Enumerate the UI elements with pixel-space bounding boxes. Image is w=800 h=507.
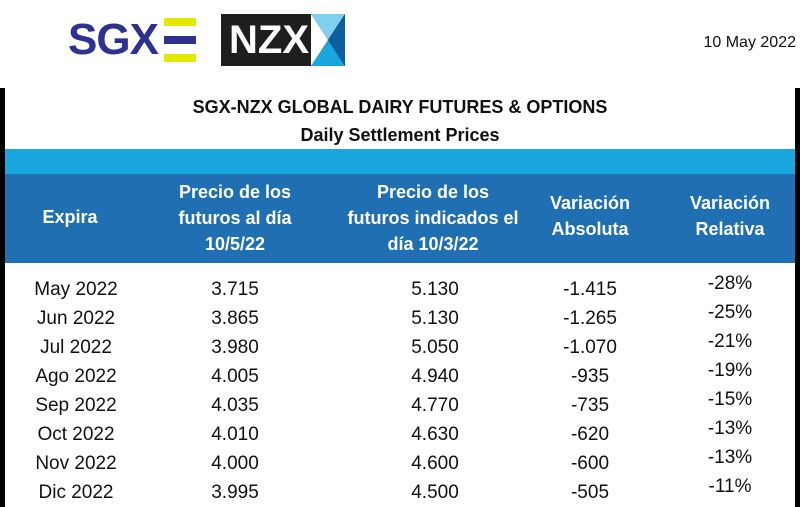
table-title-block: SGX-NZX GLOBAL DAIRY FUTURES & OPTIONS D…: [5, 88, 795, 148]
cell-futuros: 4.005: [211, 366, 259, 387]
column-header-indicados: Precio de los futuros indicados el día 1…: [347, 182, 519, 254]
cell-variacion-relativa: -13%: [707, 447, 753, 468]
table-title: SGX-NZX GLOBAL DAIRY FUTURES & OPTIONS: [192, 97, 608, 117]
cell-expira: Jun 2022: [36, 308, 116, 329]
date-label: 10 May 2022: [703, 34, 796, 51]
cell-indicados: 4.630: [411, 424, 459, 445]
table-body: May 2022 3.715 5.130 -1.415 -28% Jun 202…: [5, 273, 795, 507]
table-row: Oct 2022 4.010 4.630 -620 -13%: [5, 418, 795, 449]
cell-indicados: 4.770: [411, 395, 459, 416]
cell-variacion-relativa: -11%: [708, 476, 752, 497]
cell-variacion-absoluta: -600: [570, 453, 610, 474]
cell-variacion-absoluta: -505: [570, 482, 610, 503]
cell-futuros: 3.865: [211, 308, 259, 329]
table-row: Jun 2022 3.865 5.130 -1.265 -25%: [5, 302, 795, 333]
table-row: Ago 2022 4.005 4.940 -935 -19%: [5, 360, 795, 391]
table-row: Nov 2022 4.000 4.600 -600 -13%: [5, 447, 795, 478]
table-row: May 2022 3.715 5.130 -1.415 -28%: [5, 273, 795, 304]
nzx-logo: NZX: [221, 14, 345, 66]
cell-indicados: 4.500: [411, 482, 459, 503]
cell-futuros: 3.715: [211, 279, 259, 300]
column-header-variacion-relativa: Variación Relativa: [689, 193, 771, 239]
cell-expira: Dic 2022: [38, 482, 114, 503]
cell-expira: May 2022: [34, 279, 118, 300]
cell-indicados: 5.130: [411, 279, 459, 300]
table-row: Jul 2022 3.980 5.050 -1.070 -21%: [5, 331, 795, 362]
cell-variacion-absoluta: -1.070: [563, 337, 617, 358]
table-row: Sep 2022 4.035 4.770 -735 -15%: [5, 389, 795, 420]
table-row: Dic 2022 3.995 4.500 -505 -11%: [5, 476, 795, 507]
column-header-row: Expira Precio de los futuros al día 10/5…: [5, 174, 795, 263]
cell-expira: Jul 2022: [40, 337, 112, 358]
cell-variacion-relativa: -19%: [707, 360, 753, 381]
table-subtitle: Daily Settlement Prices: [300, 125, 500, 145]
sgx-logo: SGX: [68, 14, 196, 66]
column-header-expira: Expira: [42, 207, 98, 227]
sgx-logo-text: SGX: [68, 15, 159, 64]
cell-variacion-absoluta: -1.265: [563, 308, 617, 329]
cell-futuros: 4.010: [211, 424, 259, 445]
sgx-logo-bars-icon: [163, 18, 196, 62]
cell-futuros: 4.000: [211, 453, 259, 474]
cell-variacion-relativa: -25%: [707, 302, 753, 323]
cell-variacion-absoluta: -620: [570, 424, 610, 445]
cell-expira: Oct 2022: [37, 424, 115, 445]
cell-futuros: 3.980: [211, 337, 259, 358]
column-header-variacion-absoluta: Variación Absoluta: [549, 193, 631, 239]
cell-variacion-relativa: -15%: [707, 389, 753, 410]
cell-variacion-relativa: -28%: [707, 273, 753, 294]
cell-futuros: 3.995: [211, 482, 259, 503]
cell-indicados: 5.050: [411, 337, 459, 358]
cell-variacion-relativa: -21%: [707, 331, 753, 352]
title-band: [5, 149, 795, 174]
nzx-logo-text: NZX: [229, 18, 309, 62]
cell-indicados: 4.600: [411, 453, 459, 474]
cell-variacion-absoluta: -1.415: [563, 279, 617, 300]
column-header-futuros: Precio de los futuros al día 10/5/22: [178, 182, 292, 254]
header: SGX NZX 10 May 2022: [0, 0, 800, 88]
cell-expira: Sep 2022: [35, 395, 117, 416]
cell-indicados: 4.940: [411, 366, 459, 387]
cell-variacion-absoluta: -735: [570, 395, 610, 416]
cell-expira: Ago 2022: [35, 366, 117, 387]
settlement-table: SGX-NZX GLOBAL DAIRY FUTURES & OPTIONS D…: [5, 88, 795, 507]
cell-variacion-absoluta: -935: [570, 366, 610, 387]
cell-expira: Nov 2022: [35, 453, 117, 474]
cell-indicados: 5.130: [411, 308, 459, 329]
cell-futuros: 4.035: [211, 395, 259, 416]
nzx-logo-mark-icon: [311, 14, 345, 66]
cell-variacion-relativa: -13%: [707, 418, 753, 439]
